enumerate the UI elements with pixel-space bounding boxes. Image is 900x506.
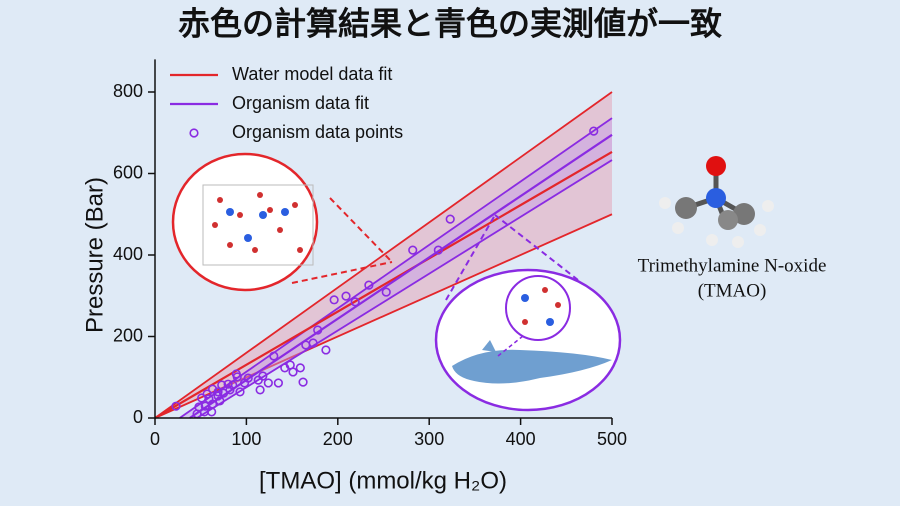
- x-tick-label: 0: [150, 429, 160, 449]
- data-point: [228, 380, 238, 390]
- data-point: [381, 287, 391, 297]
- x-tick-label: 300: [414, 429, 444, 449]
- data-point: [204, 394, 214, 404]
- data-point: [255, 385, 265, 395]
- molecule: [659, 156, 774, 248]
- legend-label: Water model data fit: [232, 64, 392, 84]
- data-point: [313, 325, 323, 335]
- y-tick-label: 600: [113, 162, 143, 182]
- data-point: [364, 280, 374, 290]
- data-point: [215, 396, 225, 406]
- data-point: [295, 363, 305, 373]
- fit-line: [189, 133, 613, 419]
- molecule-label: (TMAO): [698, 280, 767, 301]
- data-point: [213, 391, 223, 401]
- data-point: [258, 371, 268, 381]
- data-point: [231, 369, 241, 379]
- y-tick-label: 400: [113, 244, 143, 264]
- data-point: [263, 378, 273, 388]
- data-point: [445, 214, 455, 224]
- y-tick-label: 0: [133, 407, 143, 427]
- x-tick-label: 500: [597, 429, 627, 449]
- data-point: [350, 297, 360, 307]
- y-tick-label: 200: [113, 325, 143, 345]
- x-tick-label: 400: [506, 429, 536, 449]
- page-title: 赤色の計算結果と青色の実測値が一致: [178, 5, 722, 41]
- molecule-label: Trimethylamine N-oxide: [638, 255, 827, 276]
- legend-marker: [189, 128, 199, 138]
- data-point: [223, 379, 233, 389]
- data-point: [321, 345, 331, 355]
- data-point: [341, 291, 351, 301]
- legend-label: Organism data points: [232, 122, 403, 142]
- band-edge: [154, 91, 613, 419]
- data-point: [269, 351, 279, 361]
- fit-line: [154, 150, 613, 419]
- data-point: [225, 385, 235, 395]
- band-edge: [179, 117, 613, 419]
- data-point: [217, 380, 227, 390]
- x-tick-label: 100: [231, 429, 261, 449]
- data-point: [243, 373, 253, 383]
- data-point: [298, 377, 308, 387]
- legend-label: Organism data fit: [232, 93, 369, 113]
- data-point: [213, 387, 223, 397]
- plot-area: 0 200 400 600 800 0 100 200 300 400 500 Water model…: [113, 59, 627, 449]
- data-point: [273, 378, 283, 388]
- data-point: [171, 401, 181, 411]
- data-point: [408, 245, 418, 255]
- data-point: [329, 295, 339, 305]
- illustrations: [171, 152, 622, 412]
- data-point: [433, 245, 443, 255]
- data-point: [301, 340, 311, 350]
- data-point: [199, 407, 209, 417]
- data-point: [235, 387, 245, 397]
- data-point: [285, 360, 295, 370]
- x-axis-title: [TMAO] (mmol/kg H₂O): [259, 467, 507, 494]
- y-tick-label: 800: [113, 81, 143, 101]
- data-point: [589, 126, 599, 136]
- y-axis-title: Pressure (Bar): [81, 177, 108, 333]
- x-tick-label: 200: [323, 429, 353, 449]
